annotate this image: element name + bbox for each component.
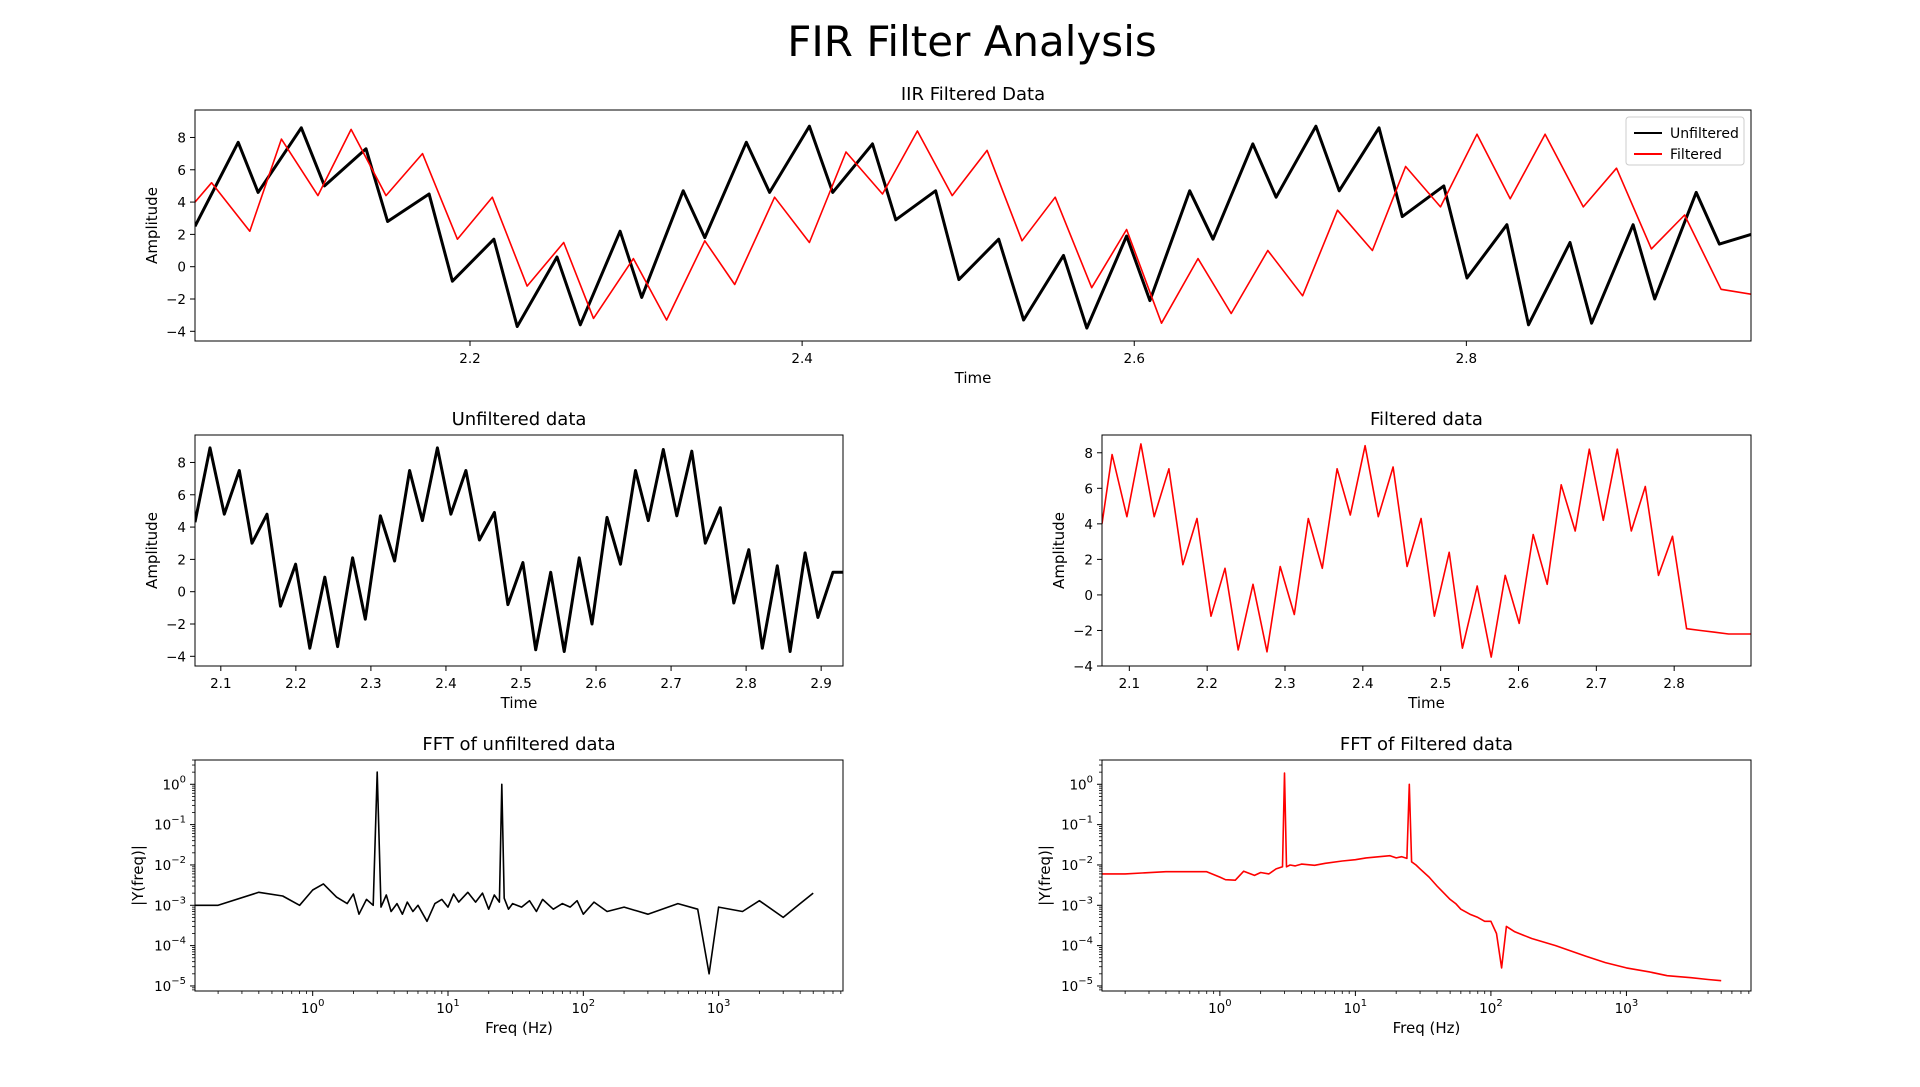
axes-frame-p5	[1101, 759, 1752, 992]
y-tick-label-p1: 4	[177, 195, 186, 211]
x-axis-label-p5: Freq (Hz)	[1393, 1019, 1461, 1037]
y-tick-label-p5: 10−2	[1061, 855, 1093, 874]
x-tick-label-p2: 2.7	[660, 676, 681, 692]
x-axis-label-p4: Freq (Hz)	[485, 1019, 553, 1037]
chart-title-p5: FFT of Filtered data	[1340, 734, 1513, 755]
y-tick-label-p1: −4	[166, 324, 186, 340]
x-tick-label-p4: 102	[572, 998, 596, 1017]
x-tick-label-p1: 2.2	[459, 351, 480, 367]
x-tick-label-p2: 2.6	[585, 676, 606, 692]
chart-title-p3: Filtered data	[1370, 409, 1483, 430]
y-tick-label-p3: 2	[1084, 552, 1093, 568]
x-tick-label-p1: 2.8	[1456, 351, 1477, 367]
y-tick-label-p4: 10−5	[154, 976, 186, 995]
x-tick-label-p2: 2.4	[435, 676, 456, 692]
y-tick-label-p4: 100	[162, 774, 186, 793]
panel-p3: 2.1 2.2 2.3 2.4 2.5 2.6 2.7 2.8 −4 −2 0 2 4 6 8 Filtere…	[1050, 409, 1752, 712]
y-tick-label-p4: 10−1	[154, 815, 186, 834]
x-axis-label-p3: Time	[1407, 694, 1445, 712]
y-tick-label-p2: 8	[177, 455, 186, 471]
axes-frame-p2	[194, 434, 844, 667]
y-tick-label-p2: 4	[177, 520, 186, 536]
x-axis-label-p1: Time	[954, 369, 992, 387]
panel-p1: 2.2 2.4 2.6 2.8 −4 −2 0 2 4 6 8 IIR Filtered Data Ti…	[143, 84, 1752, 387]
y-axis-label-p3: Amplitude	[1050, 512, 1068, 589]
axes-frame-p1	[194, 109, 1752, 342]
figure-suptitle: FIR Filter Analysis	[787, 17, 1157, 66]
y-tick-label-p3: 6	[1084, 481, 1093, 497]
x-axis-label-p2: Time	[500, 694, 538, 712]
panel-p5: 100 101 102 103 10−5 10−4 10−3 10−2 10−1 100 FFT o…	[1036, 734, 1752, 1037]
y-axis-label-p5: |Y(freq)|	[1036, 845, 1054, 906]
x-tick-label-p4: 103	[707, 998, 731, 1017]
y-tick-label-p2: 2	[177, 552, 186, 568]
panel-p4: 100 101 102 103 10−5 10−4 10−3 10−2 10−1 100 FFT o…	[129, 734, 844, 1037]
y-axis-label-p4: |Y(freq)|	[129, 845, 147, 906]
series-line-p5-0	[1102, 772, 1722, 982]
chart-title-p2: Unfiltered data	[452, 409, 587, 430]
chart-title-p1: IIR Filtered Data	[901, 84, 1045, 105]
x-tick-label-p4: 101	[436, 998, 460, 1017]
y-tick-label-p5: 10−4	[1061, 936, 1093, 955]
axes-frame-p3	[1101, 434, 1752, 667]
x-tick-label-p5: 101	[1344, 998, 1368, 1017]
y-tick-label-p1: 2	[177, 227, 186, 243]
series-line-p2-0	[195, 446, 843, 653]
x-tick-label-p3: 2.3	[1274, 676, 1295, 692]
series-line-p4-0	[195, 771, 814, 975]
y-tick-label-p1: 6	[177, 163, 186, 179]
x-tick-label-p3: 2.6	[1508, 676, 1529, 692]
y-axis-label-p2: Amplitude	[143, 512, 161, 589]
y-tick-label-p2: −4	[166, 649, 186, 665]
x-tick-label-p2: 2.1	[210, 676, 231, 692]
legend-label-filtered: Filtered	[1670, 147, 1722, 163]
x-tick-label-p2: 2.5	[510, 676, 531, 692]
series-line-p3-0	[1102, 443, 1751, 658]
x-tick-label-p4: 100	[301, 998, 325, 1017]
y-tick-label-p5: 10−1	[1061, 815, 1093, 834]
y-tick-label-p4: 10−3	[154, 895, 186, 914]
y-tick-label-p3: 0	[1084, 588, 1093, 604]
y-tick-label-p5: 10−3	[1061, 895, 1093, 914]
x-tick-label-p2: 2.3	[360, 676, 381, 692]
x-tick-label-p1: 2.4	[791, 351, 812, 367]
y-tick-label-p3: −2	[1073, 623, 1093, 639]
x-tick-label-p2: 2.9	[810, 676, 831, 692]
y-tick-label-p1: 0	[177, 260, 186, 276]
series-line-p1-unfiltered	[195, 124, 1751, 330]
y-tick-label-p5: 100	[1069, 774, 1093, 793]
y-tick-label-p5: 10−5	[1061, 976, 1093, 995]
y-tick-label-p2: −2	[166, 617, 186, 633]
x-tick-label-p3: 2.5	[1430, 676, 1451, 692]
panel-p2: 2.1 2.2 2.3 2.4 2.5 2.6 2.7 2.8 2.9 −4 −2 0 2 4 6 8 Unfi…	[143, 409, 844, 712]
chart-title-p4: FFT of unfiltered data	[422, 734, 615, 755]
series-line-p1-filtered	[195, 128, 1751, 325]
x-tick-label-p5: 100	[1208, 998, 1232, 1017]
y-tick-label-p2: 6	[177, 488, 186, 504]
x-tick-label-p3: 2.7	[1586, 676, 1607, 692]
y-tick-label-p1: −2	[166, 292, 186, 308]
y-tick-label-p3: 8	[1084, 446, 1093, 462]
y-axis-label-p1: Amplitude	[143, 187, 161, 264]
x-tick-label-p2: 2.2	[285, 676, 306, 692]
x-tick-label-p3: 2.8	[1663, 676, 1684, 692]
legend: Unfiltered Filtered	[1625, 116, 1745, 166]
x-tick-label-p3: 2.4	[1352, 676, 1373, 692]
y-tick-label-p3: 4	[1084, 517, 1093, 533]
y-tick-label-p3: −4	[1073, 659, 1093, 675]
y-tick-label-p2: 0	[177, 585, 186, 601]
x-tick-label-p3: 2.2	[1196, 676, 1217, 692]
x-tick-label-p5: 103	[1615, 998, 1639, 1017]
y-tick-label-p4: 10−2	[154, 855, 186, 874]
x-tick-label-p1: 2.6	[1124, 351, 1145, 367]
x-tick-label-p5: 102	[1479, 998, 1503, 1017]
y-tick-label-p4: 10−4	[154, 936, 186, 955]
axes-frame-p4	[194, 759, 844, 992]
y-tick-label-p1: 8	[177, 130, 186, 146]
legend-label-unfiltered: Unfiltered	[1670, 126, 1739, 142]
x-tick-label-p3: 2.1	[1119, 676, 1140, 692]
x-tick-label-p2: 2.8	[735, 676, 756, 692]
